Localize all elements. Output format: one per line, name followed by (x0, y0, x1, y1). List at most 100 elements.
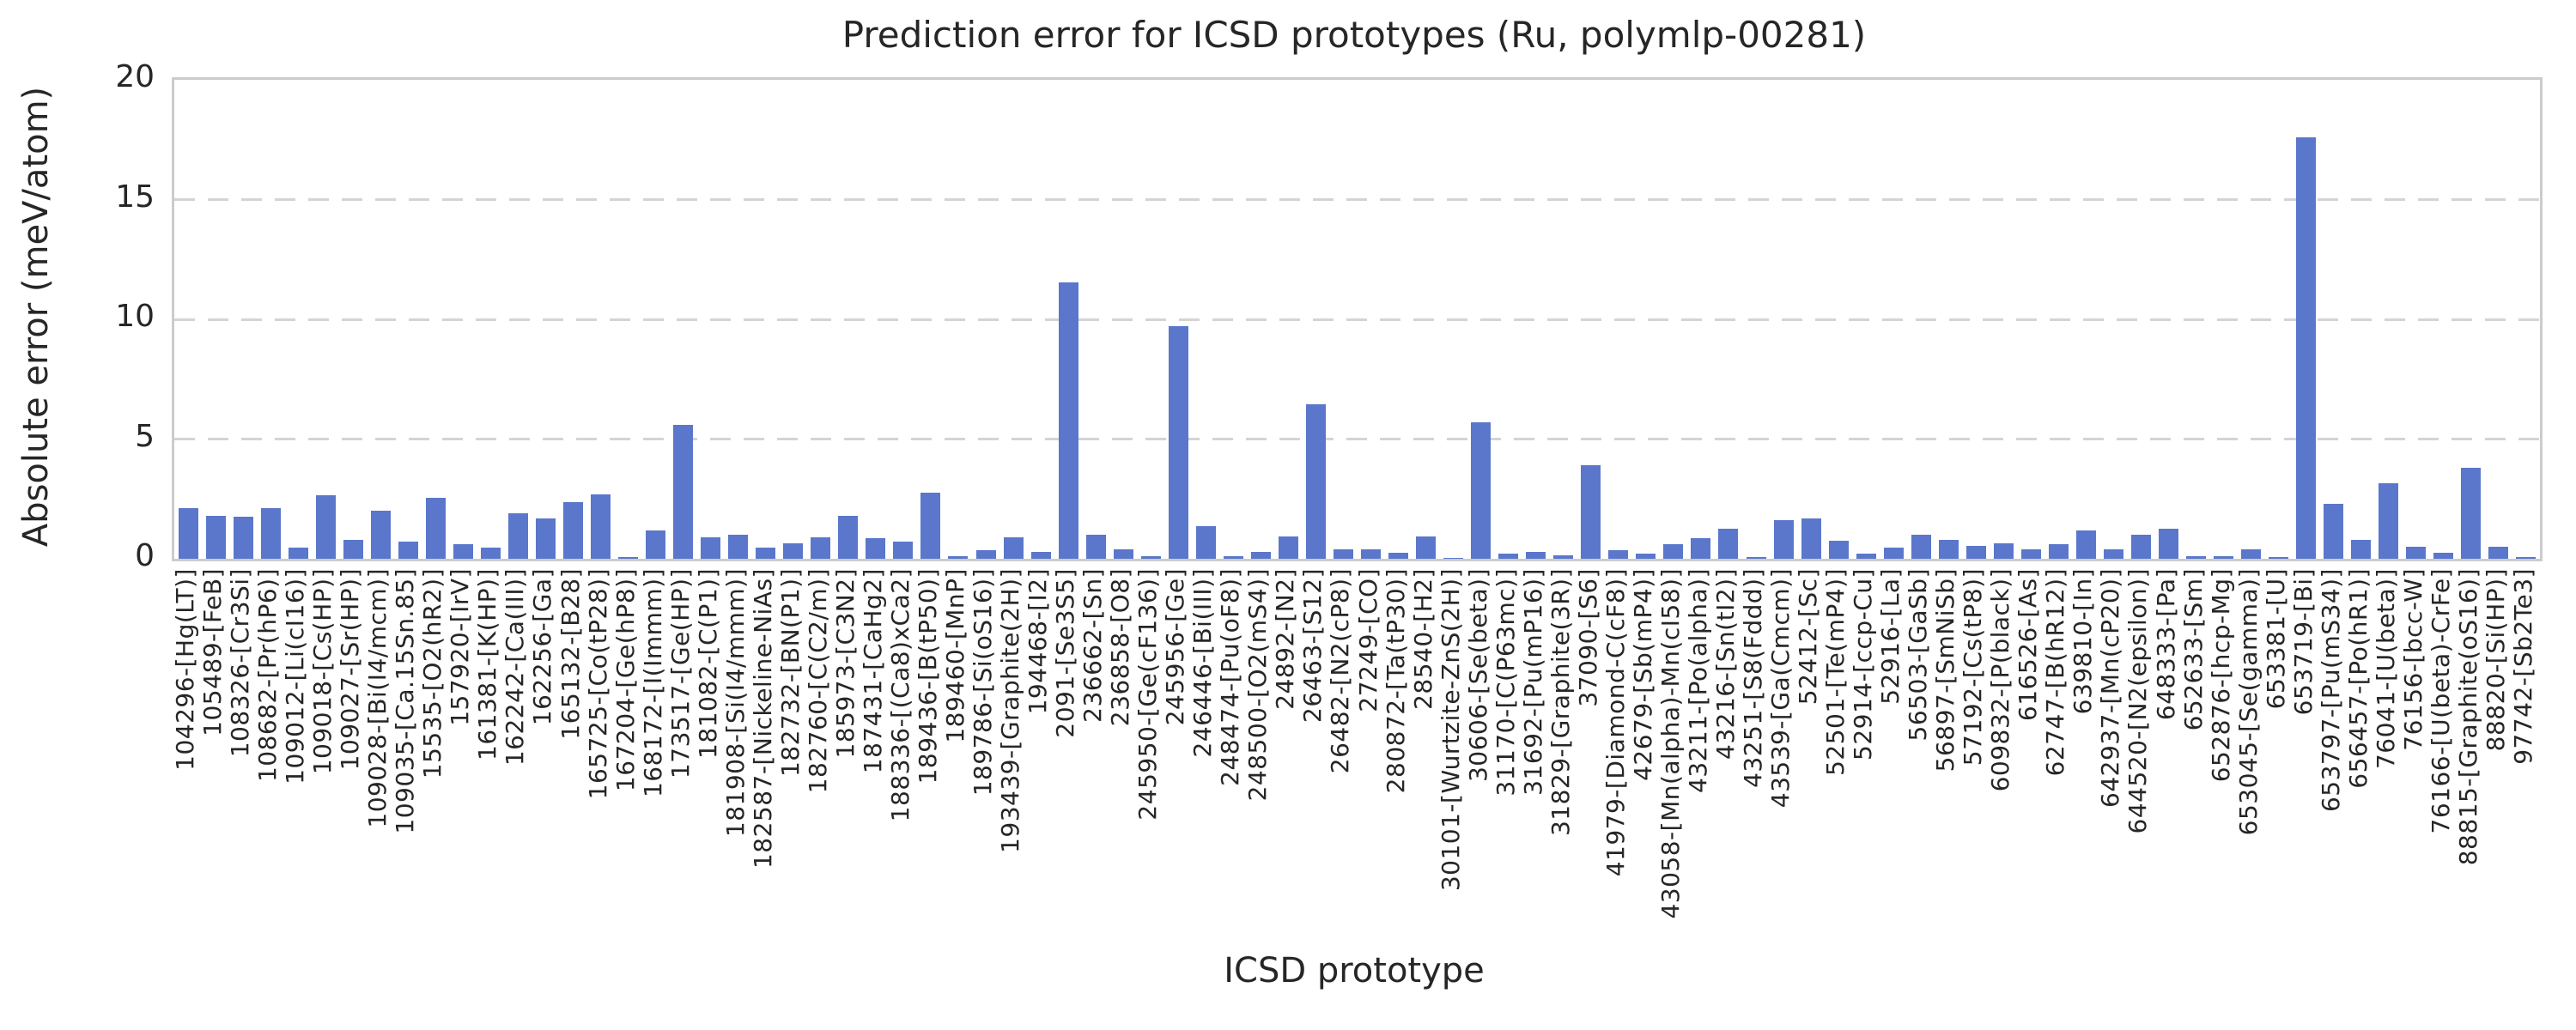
x-tick-label: 109028-[Bi(I4/mcm)] (363, 568, 392, 828)
bar (2214, 556, 2234, 559)
x-tick-label: 187431-[CaHg2] (858, 568, 887, 774)
bar (2103, 548, 2123, 559)
x-tick-label: 194468-[I2] (1024, 568, 1053, 715)
bar (1828, 541, 1849, 559)
gridline-y15 (174, 198, 2540, 201)
x-tick-label: 157920-[IrV] (446, 568, 475, 726)
bar (1443, 558, 1464, 559)
x-tick-label: 26463-[S12] (1298, 568, 1327, 723)
bar (480, 548, 501, 559)
x-tick-label: 280872-[Ta(tP30)] (1381, 568, 1410, 794)
bar (1140, 556, 1161, 559)
bar (1003, 536, 1024, 559)
x-tick-label: 246446-[Bi(III)] (1188, 568, 1218, 758)
bar (2351, 539, 2372, 559)
bar (2241, 548, 2262, 559)
bar (1416, 536, 1437, 559)
bar (1856, 554, 1876, 559)
x-tick-label: 56897-[SmNiSb] (1931, 568, 1960, 772)
x-tick-label: 642937-[Mn(cP20)] (2096, 568, 2125, 808)
x-axis-label: ICSD prototype (1224, 951, 1485, 991)
x-tick-label: 189460-[MnP] (940, 568, 969, 743)
x-tick-label: 165725-[Co(tP28)] (583, 568, 612, 800)
bar (1938, 539, 1959, 559)
bar (1553, 554, 1574, 559)
x-tick-label: 52412-[Sc] (1794, 568, 1823, 706)
y-tick-label: 10 (115, 299, 155, 334)
plot-area (172, 77, 2543, 561)
y-tick-label: 15 (115, 179, 155, 215)
bar (1333, 548, 1353, 559)
bar (1058, 282, 1078, 559)
bar (563, 502, 583, 559)
x-tick-label: 161381-[K(HP)] (473, 568, 502, 760)
bar (2186, 556, 2207, 559)
x-tick-label: 652876-[hcp-Mg] (2206, 568, 2235, 783)
gridline-y5 (174, 438, 2540, 440)
y-tick-label: 20 (115, 59, 155, 94)
x-tick-label: 41979-[Diamond-C(cF8)] (1601, 568, 1630, 877)
x-tick-label: 168172-[I(Immm)] (638, 568, 667, 798)
bar (2048, 544, 2069, 559)
bar (1195, 526, 1216, 559)
y-tick-label: 0 (135, 538, 155, 573)
x-tick-label: 52501-[Te(mP4)] (1821, 568, 1850, 776)
bar (2406, 547, 2427, 559)
bar (1773, 520, 1794, 559)
x-tick-label: 76041-[U(beta)] (2371, 568, 2400, 770)
x-tick-label: 188336-[(Ca8)xCa2] (885, 568, 914, 822)
x-tick-label: 2091-[Se3S5] (1051, 568, 1080, 738)
x-tick-label: 162242-[Ca(III)] (501, 568, 530, 766)
bar (1361, 548, 1382, 559)
x-tick-label: 236662-[Sn] (1078, 568, 1108, 723)
x-tick-label: 76166-[U(beta)-CrFe] (2426, 568, 2455, 834)
x-tick-label: 108682-[Pr(hP6)] (253, 568, 283, 783)
x-tick-label: 652633-[Sm] (2178, 568, 2208, 731)
x-tick-label: 56503-[GaSb] (1904, 568, 1933, 742)
x-tick-label: 653045-[Se(gamma)] (2233, 568, 2263, 836)
bar (2379, 483, 2399, 559)
x-tick-label: 76156-[bcc-W] (2398, 568, 2427, 751)
x-tick-label: 248500-[O2(mS4)] (1243, 568, 1273, 802)
x-tick-label: 616526-[As] (2014, 568, 2043, 722)
bar (260, 508, 281, 559)
chart-title: Prediction error for ICSD prototypes (Ru… (841, 14, 1867, 56)
bar (1883, 548, 1904, 559)
x-tick-label: 31692-[Pu(mP16)] (1518, 568, 1547, 796)
x-tick-label: 31170-[C(P63mc)] (1491, 568, 1520, 797)
bar (2075, 530, 2096, 559)
bar (1718, 529, 1739, 559)
bar (1250, 551, 1271, 559)
bar (646, 530, 666, 559)
bar (1993, 542, 2014, 559)
bar (866, 538, 886, 559)
bar (893, 542, 914, 559)
x-tick-label: 109027-[Sr(HP)] (336, 568, 365, 771)
bar (1636, 554, 1656, 559)
x-tick-label: 109018-[Cs(HP)] (308, 568, 337, 775)
bar (1911, 535, 1931, 559)
x-tick-label: 109012-[Li(cI16)] (281, 568, 310, 785)
bar (315, 495, 336, 559)
bar (1746, 556, 1766, 559)
bar (398, 542, 418, 559)
x-tick-label: 30606-[Se(beta)] (1463, 568, 1492, 783)
bar (2488, 547, 2509, 559)
x-tick-label: 26482-[N2(cP8)] (1326, 568, 1355, 774)
x-tick-label: 43251-[S8(Fddd)] (1739, 568, 1767, 788)
bar (1498, 554, 1519, 559)
bar (783, 542, 804, 559)
x-tick-label: 52914-[ccp-Cu] (1849, 568, 1878, 760)
x-tick-label: 656457-[Po(hR1)] (2343, 568, 2372, 789)
bar (1388, 553, 1409, 559)
bar (1305, 404, 1326, 559)
x-tick-label: 15535-[O2(hR2)] (418, 568, 447, 779)
x-tick-label: 167204-[Ge(hP8)] (611, 568, 640, 792)
x-tick-label: 43216-[Sn(tI2)] (1710, 568, 1740, 760)
bar (205, 515, 226, 559)
bar (2269, 556, 2289, 559)
x-tick-label: 648333-[Pa] (2151, 568, 2180, 721)
bar (1085, 535, 1106, 559)
x-tick-label: 88815-[Graphite(oS16)] (2453, 568, 2482, 866)
bar (618, 556, 639, 559)
